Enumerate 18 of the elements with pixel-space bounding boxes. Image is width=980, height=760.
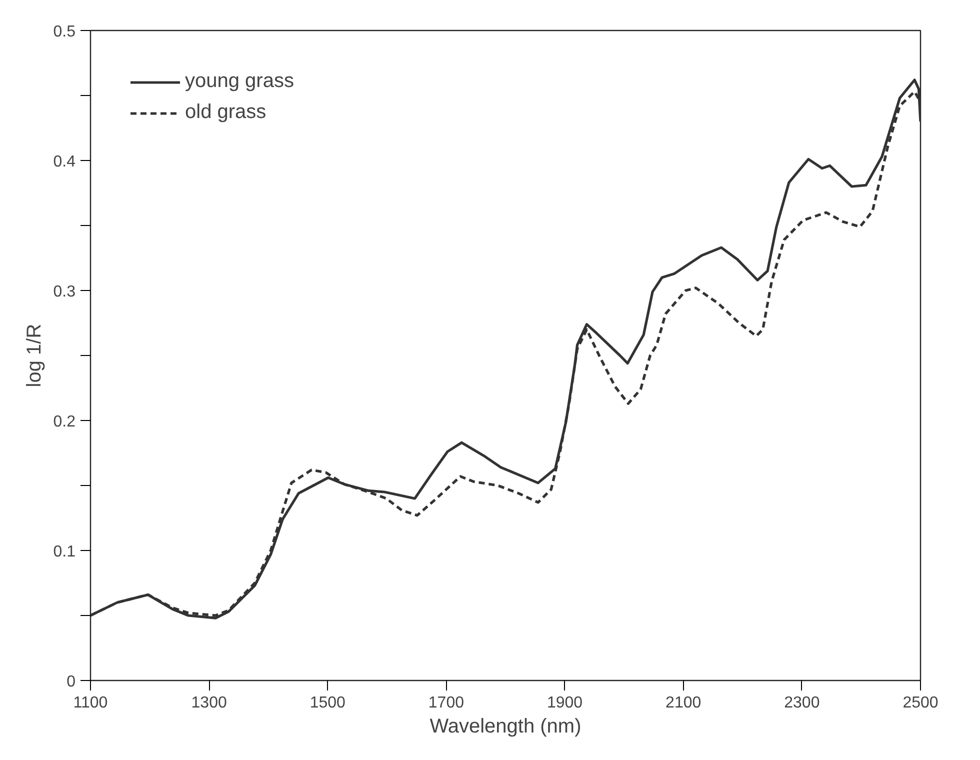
x-tick-label: 1900 bbox=[546, 694, 583, 712]
x-tick-label: 1100 bbox=[73, 694, 108, 712]
y-tick-label: 0.1 bbox=[53, 544, 76, 560]
y-tick-label: 0 bbox=[66, 674, 76, 690]
x-tick-label: 1300 bbox=[191, 694, 227, 712]
x-tick-label: 2300 bbox=[784, 694, 820, 712]
x-tick-label: 1700 bbox=[428, 694, 464, 712]
y-tick-label: 0.4 bbox=[53, 154, 76, 170]
x-tick-label: 2500 bbox=[902, 694, 938, 712]
y-tick-label: 0.2 bbox=[53, 414, 76, 430]
x-axis-title: Wavelength (nm) bbox=[430, 716, 582, 738]
legend-label: young grass bbox=[185, 70, 294, 93]
y-tick-label: 0.3 bbox=[53, 284, 76, 300]
y-axis-title: log 1/R bbox=[23, 324, 46, 388]
x-tick-label: 2100 bbox=[666, 694, 702, 712]
y-tick-label: 0.5 bbox=[53, 24, 76, 40]
legend-label: old grass bbox=[185, 101, 266, 124]
x-tick-label: 1500 bbox=[310, 694, 346, 712]
